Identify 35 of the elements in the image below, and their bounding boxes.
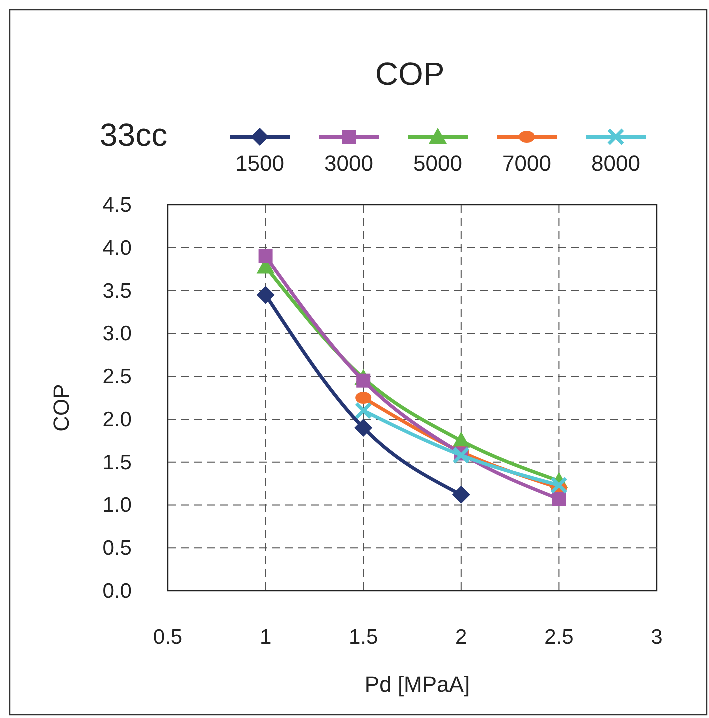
point [356, 392, 372, 404]
legend-label: 5000 [414, 151, 462, 176]
x-tick-label: 1.5 [349, 626, 378, 649]
point [452, 446, 470, 464]
legend-label: 1500 [236, 151, 284, 176]
legend-label: 3000 [324, 151, 374, 176]
legend-label: 7000 [502, 151, 552, 176]
point [356, 374, 371, 388]
point [258, 249, 273, 264]
point [256, 286, 275, 304]
y-tick-label: 2.0 [102, 408, 132, 432]
y-tick-label: 4.5 [102, 194, 132, 217]
x-tick-label: 1 [260, 626, 272, 649]
y-tick-label: 2.5 [102, 366, 132, 389]
point [550, 476, 568, 494]
legend-label: 8000 [592, 151, 640, 176]
y-tick-label: 1.5 [102, 451, 132, 474]
y-tick-label: 3.0 [102, 322, 132, 346]
point [354, 402, 372, 420]
x-tick-label: 2 [456, 626, 468, 649]
y-tick-label: 3.5 [102, 280, 132, 303]
chart-title: COP [375, 56, 445, 92]
y-tick-label: 1.0 [102, 494, 132, 518]
x-tick-label: 2.5 [544, 626, 574, 649]
y-tick-label: 0.0 [102, 580, 132, 603]
y-tick-label: 4.0 [102, 236, 132, 260]
point [552, 492, 566, 506]
point [354, 419, 373, 438]
y-axis-title: COP [49, 384, 74, 432]
point [452, 486, 470, 504]
x-axis-title: Pd [MPaA] [364, 672, 470, 697]
x-tick-label: 0.5 [153, 626, 183, 649]
x-tick-label: 3 [651, 626, 663, 649]
legend-title: 33cc [100, 117, 168, 153]
y-tick-label: 0.5 [102, 537, 132, 560]
